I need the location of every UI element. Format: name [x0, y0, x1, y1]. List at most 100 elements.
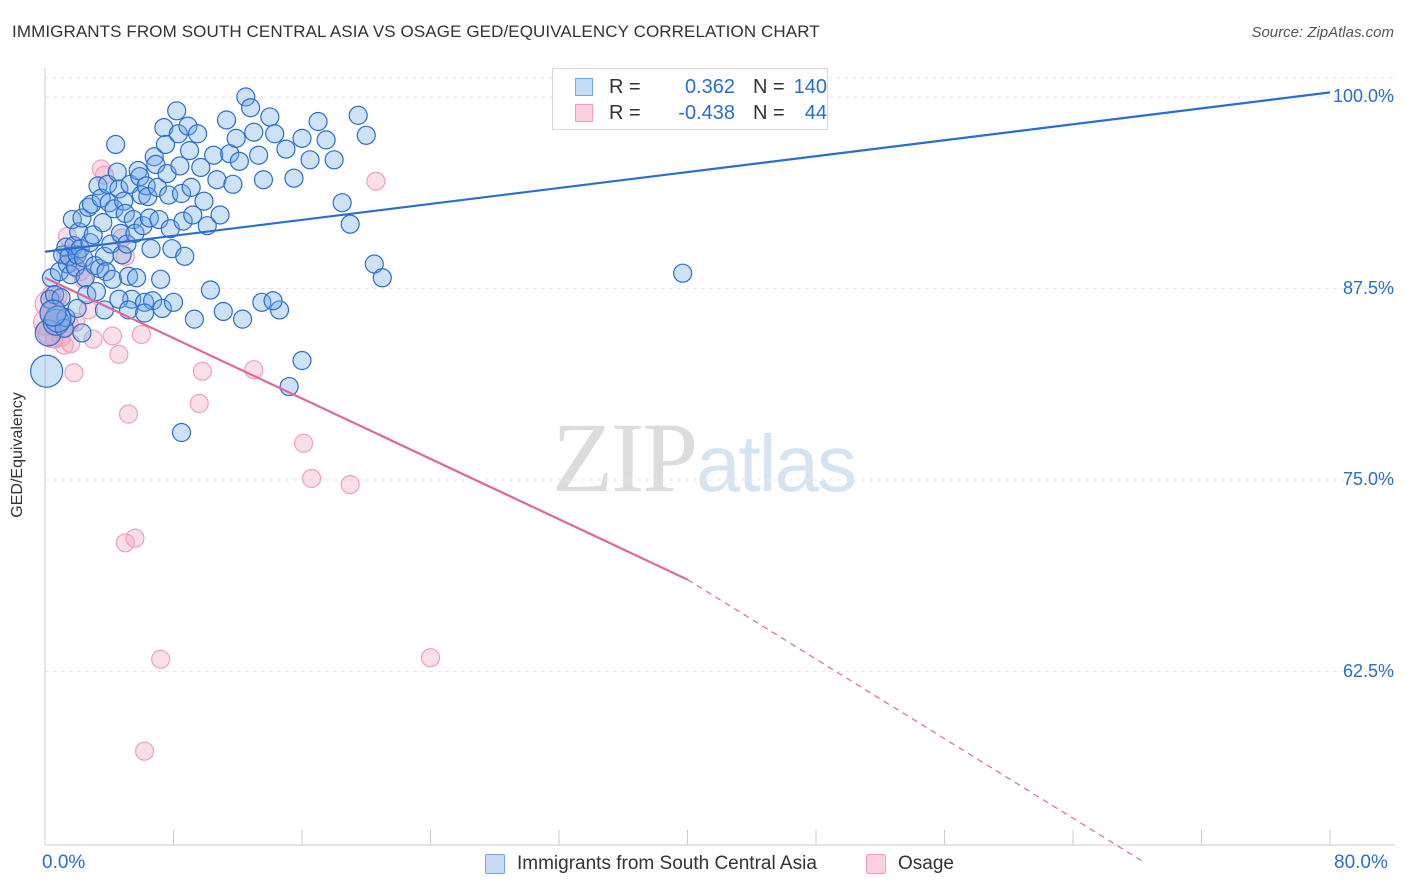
south-central-asia-point: [152, 298, 172, 319]
south-central-asia-point: [213, 301, 233, 322]
blue-trend-line: [44, 91, 1331, 253]
south-central-asia-point: [167, 101, 187, 121]
south-central-asia-point: [265, 124, 285, 144]
south-central-asia-point: [204, 145, 224, 165]
south-central-asia-point: [117, 234, 137, 254]
bottom-legend-item-blue[interactable]: Immigrants from South Central Asia: [485, 852, 845, 876]
south-central-asia-point: [178, 116, 198, 136]
south-central-asia-point: [151, 269, 171, 289]
watermark: ZIPatlas: [552, 400, 857, 515]
south-central-asia-point: [260, 107, 280, 127]
south-central-asia-point: [72, 323, 92, 343]
osage-point: [151, 649, 171, 669]
y-tick-label: 62.5%: [1342, 661, 1394, 681]
pink-trend-extension: [687, 579, 1146, 864]
south-central-asia-point: [168, 124, 188, 144]
south-central-asia-point: [356, 125, 376, 145]
south-central-asia-point: [673, 263, 693, 283]
bottom-legend-swatch-blue: [485, 854, 505, 874]
stats-legend: R = 0.362 N = 140 R = -0.438 N = 44: [552, 68, 828, 130]
south-central-asia-point: [141, 239, 161, 259]
y-tick-label: 100.0%: [1332, 86, 1394, 106]
south-central-asia-point: [292, 128, 312, 148]
osage-point: [366, 171, 386, 191]
south-central-asia-point: [170, 156, 190, 176]
osage-point: [420, 648, 441, 668]
y-axis-label: GED/Equivalency: [9, 392, 26, 518]
south-central-asia-point: [316, 130, 336, 150]
south-central-asia-point: [284, 168, 304, 188]
y-tick-label: 75.0%: [1342, 469, 1394, 489]
x-tick-label: 0.0%: [42, 852, 86, 873]
osage-point: [109, 344, 129, 364]
legend-n-label: N =: [753, 102, 785, 124]
south-central-asia-point: [144, 147, 164, 167]
legend-r-value: -0.438: [678, 102, 735, 124]
south-central-asia-point: [86, 281, 107, 302]
south-central-asia-point: [112, 245, 132, 265]
osage-point: [64, 363, 84, 383]
y-tick-label: 87.5%: [1342, 278, 1394, 298]
south-central-asia-point: [109, 179, 129, 199]
south-central-asia-point: [332, 193, 352, 213]
south-central-asia-point: [155, 134, 176, 155]
south-central-asia-point: [104, 199, 124, 219]
south-central-asia-point: [340, 214, 360, 234]
south-central-asia-point: [191, 157, 211, 178]
south-central-asia-point: [93, 213, 113, 233]
south-central-asia-point: [292, 350, 312, 371]
south-central-asia-point: [128, 160, 148, 181]
south-central-asia-point: [207, 170, 227, 190]
south-central-asia-point: [147, 177, 168, 197]
south-central-asia-point: [171, 422, 192, 443]
south-central-asia-point: [88, 176, 108, 196]
osage-point: [192, 361, 213, 381]
south-central-asia-point: [114, 191, 134, 211]
south-central-asia-point: [118, 266, 139, 286]
south-central-asia-point: [253, 170, 274, 190]
osage-point: [115, 533, 135, 553]
bottom-legend-label: Immigrants from South Central Asia: [517, 853, 817, 874]
south-central-asia-point: [226, 128, 246, 148]
legend-r-label: R =: [609, 102, 641, 124]
south-central-asia-point: [183, 205, 203, 225]
south-central-asia-point: [134, 303, 155, 323]
south-central-asia-point: [223, 174, 243, 194]
trend-lines: [44, 91, 1331, 864]
osage-point: [131, 324, 151, 345]
osage-point: [340, 474, 360, 495]
south-central-asia-point: [187, 124, 208, 144]
south-central-asia-point: [194, 191, 214, 211]
bottom-legend-item-pink[interactable]: Osage: [866, 852, 966, 876]
south-central-asia-point: [236, 87, 256, 107]
south-central-asia-point: [232, 309, 253, 329]
south-central-asia-point: [324, 150, 344, 170]
south-central-asia-point: [173, 211, 193, 231]
south-central-asia-point: [184, 309, 204, 329]
legend-n-value: 44: [804, 102, 827, 124]
bottom-legend-swatch-pink: [866, 854, 886, 874]
osage-point: [125, 528, 145, 548]
osage-point: [102, 326, 123, 346]
south-central-asia-point: [276, 139, 296, 159]
south-central-asia-point: [300, 150, 320, 170]
south-central-asia-point: [154, 118, 174, 138]
south-central-asia-point: [200, 280, 221, 300]
south-central-asia-point: [249, 145, 269, 165]
south-central-asia-point: [106, 134, 126, 155]
legend-n-label: N =: [753, 76, 785, 98]
south-central-asia-point: [244, 122, 264, 142]
south-central-asia-point: [263, 291, 283, 311]
osage-point: [302, 468, 322, 489]
south-central-asia-point: [67, 298, 87, 319]
south-central-asia-point: [125, 223, 145, 243]
source-label: Source: ZipAtlas.com: [1251, 24, 1394, 41]
osage-point: [294, 433, 314, 453]
south-central-asia-point: [181, 177, 201, 197]
south-central-asia-point: [134, 292, 155, 312]
legend-r-label: R =: [609, 76, 641, 98]
south-central-asia-point: [72, 208, 92, 228]
south-central-asia-point: [39, 299, 67, 327]
south-central-asia-point: [96, 262, 116, 282]
